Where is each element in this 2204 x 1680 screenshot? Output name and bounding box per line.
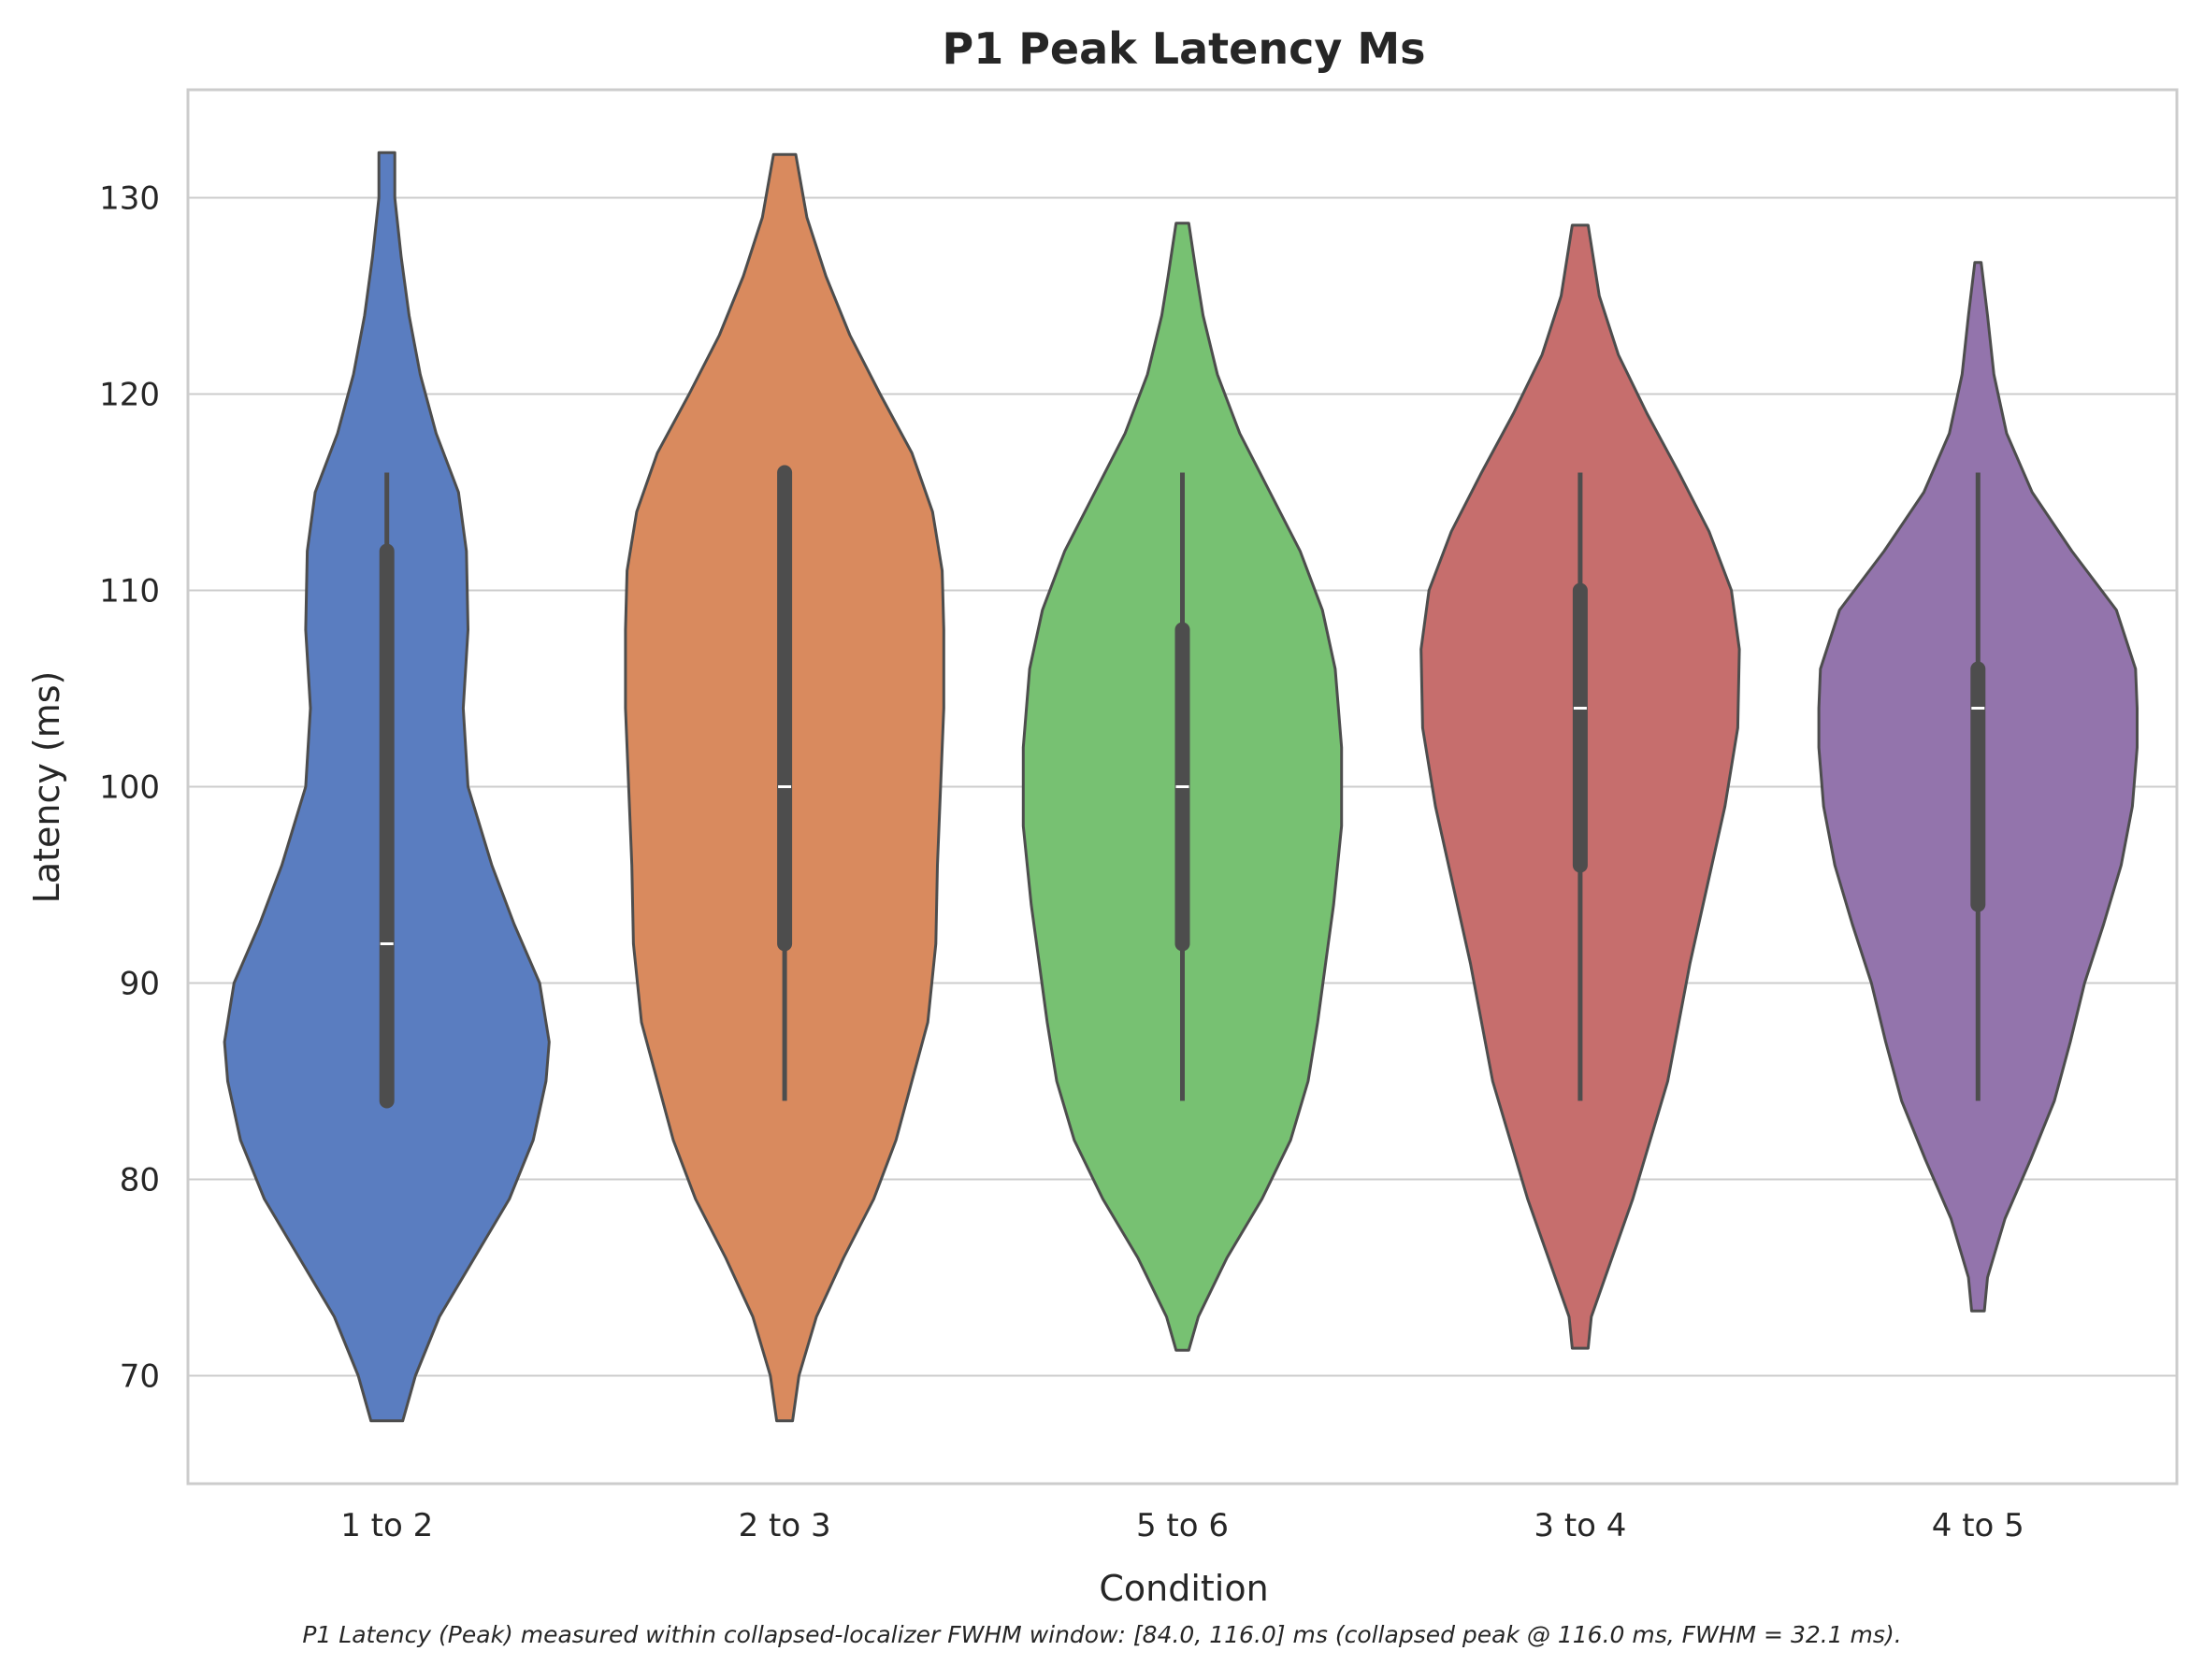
y-tick-label: 100	[99, 769, 160, 807]
chart-title: P1 Peak Latency Ms	[942, 23, 1425, 74]
x-axis-label: Condition	[1099, 1568, 1268, 1609]
y-axis-label: Latency (ms)	[26, 671, 67, 904]
footnote: P1 Latency (Peak) measured within collap…	[302, 1621, 1902, 1648]
x-tick-label: 3 to 4	[1534, 1507, 1626, 1544]
axes	[186, 88, 2179, 1486]
x-tick-label: 1 to 2	[340, 1507, 433, 1544]
violins	[223, 151, 2139, 1423]
y-tick-label: 80	[120, 1162, 160, 1199]
x-tick-label: 5 to 6	[1136, 1507, 1229, 1544]
x-tick-label: 2 to 3	[739, 1507, 831, 1544]
y-tick-label: 90	[120, 966, 160, 1003]
tick-labels: 70 80 90 100 110 120 130 1 to 2 2 to 3 5 to 6 3 to…	[99, 180, 2024, 1545]
y-tick-label: 120	[99, 377, 160, 414]
x-tick-label: 4 to 5	[1932, 1507, 2024, 1544]
y-tick-label: 130	[99, 180, 160, 218]
y-tick-label: 110	[99, 573, 160, 610]
plot-frame	[186, 88, 2179, 1486]
y-tick-label: 70	[120, 1358, 160, 1396]
